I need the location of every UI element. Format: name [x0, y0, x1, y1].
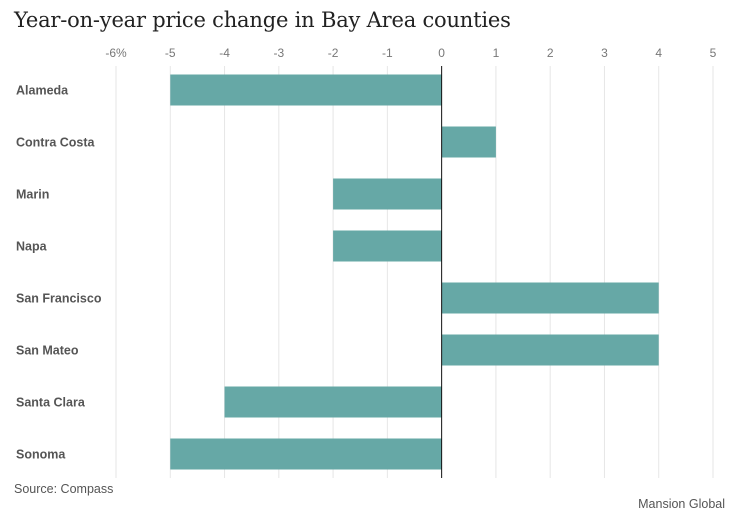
bar-chart: -6% -5 -4 -3 -2 -1 0 1 2 3 4 5 Alameda Contra Costa M… [16, 46, 717, 478]
chart-title: Year-on-year price change in Bay Area co… [14, 8, 511, 32]
category-label: Alameda [16, 84, 69, 98]
x-tick-label: -1 [382, 46, 393, 60]
bar-marin [333, 178, 442, 210]
x-tick-label: 1 [493, 46, 500, 60]
x-tick-label: -2 [328, 46, 339, 60]
bar-contra-costa [441, 126, 496, 158]
x-axis-ticks: -6% -5 -4 -3 -2 -1 0 1 2 3 4 5 [105, 46, 716, 60]
x-tick-label: 4 [655, 46, 662, 60]
gridlines [115, 66, 714, 478]
category-label: Napa [16, 240, 48, 254]
x-tick-label: -4 [219, 46, 230, 60]
category-label: Santa Clara [16, 396, 86, 410]
category-label: Sonoma [16, 448, 66, 462]
bar-napa [333, 230, 442, 262]
bars [170, 74, 659, 470]
x-tick-label: -3 [273, 46, 284, 60]
credit-note: Mansion Global [638, 497, 725, 511]
x-tick-label: 5 [710, 46, 717, 60]
category-label: San Mateo [16, 344, 79, 358]
bar-san-mateo [441, 334, 659, 366]
category-label: Contra Costa [16, 136, 96, 150]
x-tick-label: 0 [438, 46, 445, 60]
bar-san-francisco [441, 282, 659, 314]
bar-alameda [170, 74, 442, 106]
category-label: San Francisco [16, 292, 102, 306]
x-tick-label: -5 [165, 46, 176, 60]
x-tick-label: 2 [547, 46, 554, 60]
source-note: Source: Compass [14, 482, 114, 496]
category-label: Marin [16, 188, 49, 202]
x-tick-label: 3 [601, 46, 608, 60]
x-tick-label: -6% [105, 46, 127, 60]
bar-sonoma [170, 438, 442, 470]
category-labels: Alameda Contra Costa Marin Napa San Francisc… [16, 84, 102, 462]
bar-santa-clara [224, 386, 442, 418]
